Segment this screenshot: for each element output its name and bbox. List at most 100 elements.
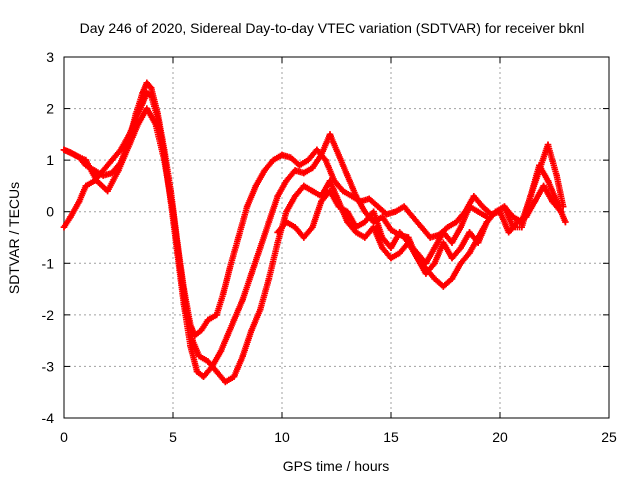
data-point: [278, 151, 286, 159]
data-point: [187, 322, 194, 329]
data-point: [461, 208, 469, 215]
data-point: [383, 211, 390, 218]
data-point: [193, 368, 201, 375]
data-point: [296, 162, 303, 169]
data-point: [379, 234, 386, 241]
data-point: [553, 198, 560, 205]
data-point: [509, 224, 517, 231]
data-point: [204, 316, 212, 324]
series-track-c: [60, 105, 569, 386]
data-point: [283, 177, 290, 184]
data-point: [457, 244, 464, 251]
data-point: [257, 244, 264, 251]
data-point: [167, 187, 174, 195]
data-point: [115, 167, 122, 174]
data-point: [191, 332, 198, 339]
data-point: [248, 327, 255, 334]
data-point: [479, 203, 486, 210]
data-point: [483, 213, 491, 221]
data-point: [174, 239, 181, 246]
data-point: [387, 244, 395, 251]
data-point: [176, 260, 183, 267]
data-point: [366, 195, 373, 202]
y-tick-label: 3: [46, 49, 54, 65]
data-point: [108, 156, 116, 164]
data-point: [431, 260, 438, 267]
data-point: [352, 193, 360, 200]
data-point: [344, 208, 351, 215]
data-point: [161, 156, 168, 164]
data-point: [322, 156, 329, 164]
y-tick-label: -3: [42, 358, 55, 374]
data-point: [562, 218, 569, 226]
data-point: [370, 224, 377, 231]
data-point: [167, 198, 174, 205]
data-point: [274, 229, 281, 236]
data-point: [76, 198, 83, 205]
data-point: [180, 285, 188, 293]
x-tick-label: 25: [601, 429, 617, 445]
x-tick-label: 20: [492, 429, 508, 445]
data-point: [104, 187, 111, 195]
data-point: [379, 213, 386, 221]
data-point: [488, 211, 495, 218]
y-axis-label: SDTVAR / TECUs: [6, 182, 22, 294]
data-point: [265, 275, 273, 282]
data-point: [544, 177, 552, 184]
data-point: [82, 182, 89, 190]
data-point: [560, 203, 567, 210]
data-point: [126, 131, 133, 138]
y-tick-label: -2: [42, 307, 55, 323]
chart-title: Day 246 of 2020, Sidereal Day-to-day VTE…: [80, 20, 585, 36]
series-track-d: [274, 187, 491, 267]
data-point: [226, 265, 233, 272]
data-point: [536, 162, 543, 169]
data-point: [466, 249, 473, 257]
data-point: [357, 198, 364, 205]
data-point: [352, 224, 360, 231]
x-tick-label: 5: [169, 429, 177, 445]
data-point: [143, 79, 150, 86]
data-point: [505, 229, 512, 236]
data-point: [444, 224, 451, 231]
data-point: [230, 316, 238, 324]
data-point: [318, 151, 325, 159]
data-point: [117, 159, 124, 166]
data-point: [418, 224, 425, 231]
data-point: [257, 306, 264, 313]
data-point: [361, 218, 368, 226]
data-point: [283, 218, 290, 226]
data-point: [544, 141, 552, 148]
data-point: [291, 167, 299, 174]
data-point: [531, 198, 539, 205]
data-point: [518, 224, 525, 231]
data-point: [283, 208, 290, 215]
data-point: [243, 203, 251, 210]
data-point: [318, 198, 325, 205]
data-point: [440, 283, 447, 290]
data-point: [300, 169, 307, 177]
data-point: [60, 146, 68, 153]
data-point: [222, 378, 229, 386]
data-point: [553, 172, 560, 179]
data-point: [313, 146, 321, 153]
data-point: [557, 208, 565, 215]
x-axis: 0 5 10 15 20 25: [60, 57, 617, 445]
data-point: [239, 352, 246, 360]
data-point: [148, 92, 155, 99]
data-point: [235, 234, 242, 241]
y-tick-label: -1: [42, 255, 55, 271]
x-axis-label: GPS time / hours: [283, 458, 390, 474]
data-point: [339, 187, 347, 195]
x-tick-label: 10: [274, 429, 290, 445]
data-point: [379, 244, 386, 251]
data-point: [82, 156, 89, 164]
data-point: [326, 131, 334, 138]
data-point: [396, 229, 403, 236]
data-markers: [60, 79, 569, 386]
data-point: [470, 193, 477, 200]
data-point: [431, 275, 438, 282]
data-point: [448, 239, 456, 246]
y-axis: -4 -3 -2 -1 0 1 2 3: [42, 49, 609, 426]
